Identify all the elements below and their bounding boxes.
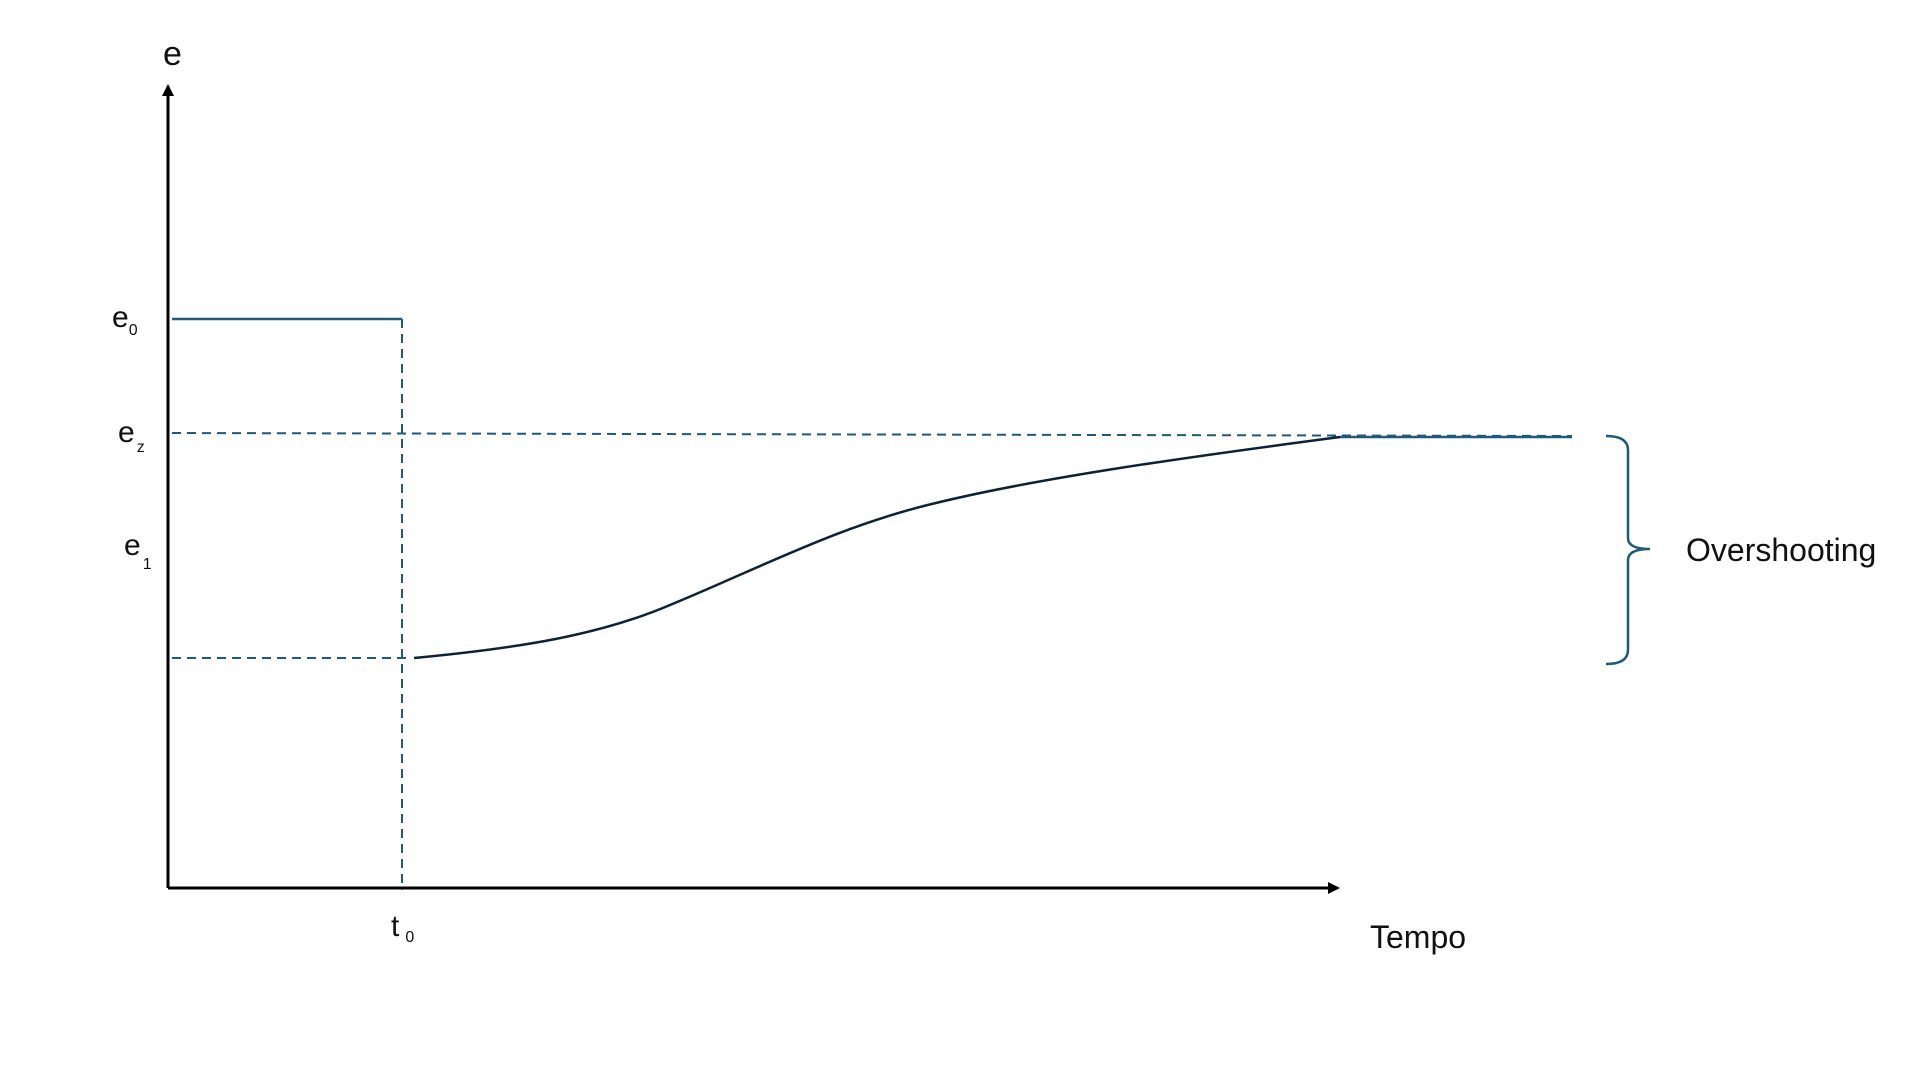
e1-label: e1 bbox=[124, 529, 152, 573]
x-axis-label: Tempo bbox=[1370, 919, 1466, 955]
ez-dashed-guide bbox=[171, 432, 1573, 437]
y-axis-label: e bbox=[163, 35, 182, 73]
recovery-curve bbox=[413, 435, 1341, 660]
overshooting-brace bbox=[1605, 434, 1651, 666]
e0-label: e0 bbox=[112, 301, 138, 339]
overshooting-label: Overshooting bbox=[1686, 532, 1876, 568]
